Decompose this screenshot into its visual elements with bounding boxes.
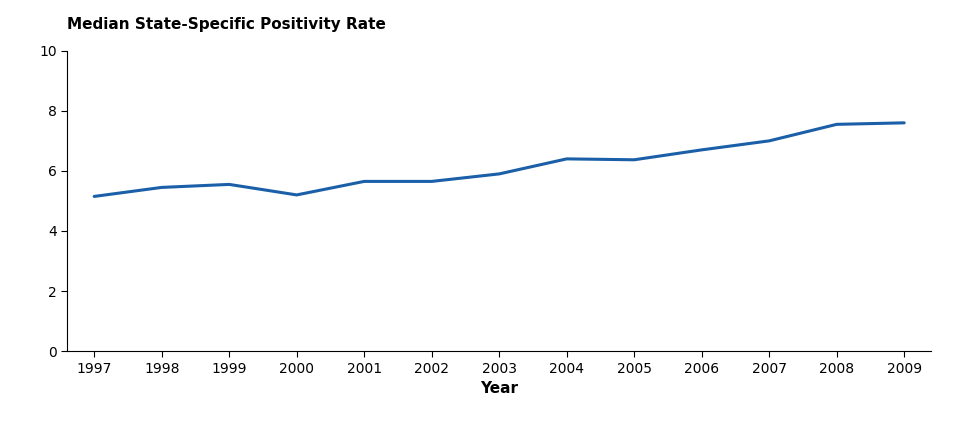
X-axis label: Year: Year xyxy=(480,381,518,396)
Text: Median State-Specific Positivity Rate: Median State-Specific Positivity Rate xyxy=(67,17,386,32)
